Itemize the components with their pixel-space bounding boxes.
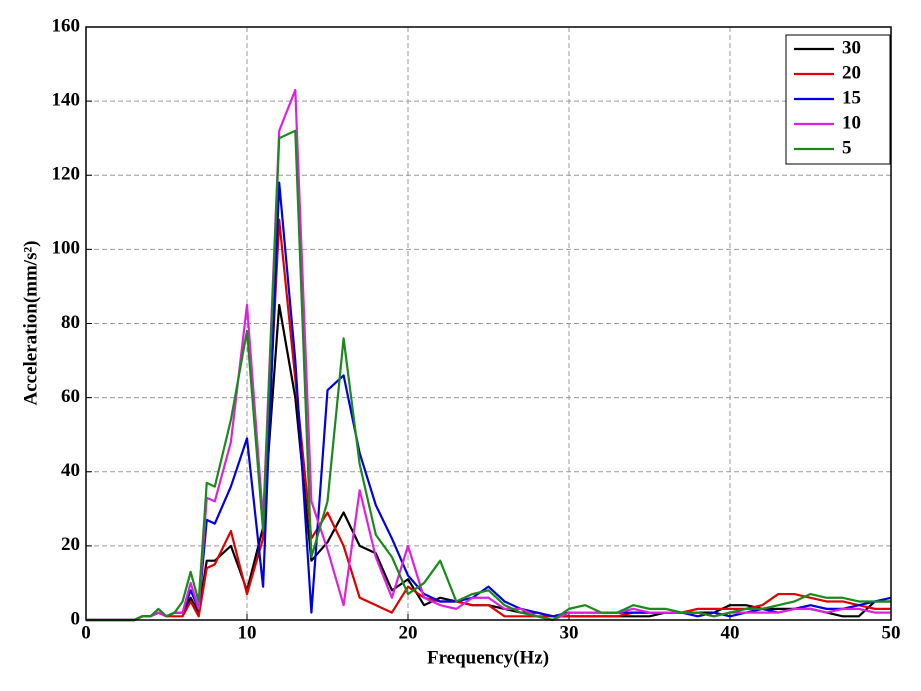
x-tick-label: 50	[882, 622, 901, 643]
legend-label: 30	[842, 37, 861, 58]
x-tick-label: 0	[81, 622, 91, 643]
y-tick-label: 40	[61, 460, 80, 481]
y-tick-label: 120	[52, 164, 81, 185]
y-tick-label: 0	[71, 608, 81, 629]
y-axis-label: Acceleration(mm/s²)	[20, 240, 41, 405]
x-tick-label: 30	[560, 622, 579, 643]
y-tick-label: 160	[52, 15, 81, 36]
series-line	[86, 129, 891, 622]
y-tick-label: 140	[52, 89, 81, 110]
x-tick-label: 20	[399, 622, 418, 643]
x-tick-label: 40	[721, 622, 740, 643]
y-tick-label: 100	[52, 238, 81, 259]
series-line	[86, 88, 891, 622]
legend-label: 15	[842, 87, 861, 108]
legend-label: 20	[842, 62, 861, 83]
legend-label: 5	[842, 137, 852, 158]
x-tick-label: 10	[238, 622, 257, 643]
legend-label: 10	[842, 112, 861, 133]
series-line	[86, 181, 892, 622]
plot-frame	[85, 26, 892, 621]
y-tick-label: 60	[61, 386, 80, 407]
y-tick-label: 80	[61, 312, 80, 333]
y-tick-label: 20	[61, 534, 80, 555]
x-axis-label: Frequency(Hz)	[427, 647, 549, 668]
